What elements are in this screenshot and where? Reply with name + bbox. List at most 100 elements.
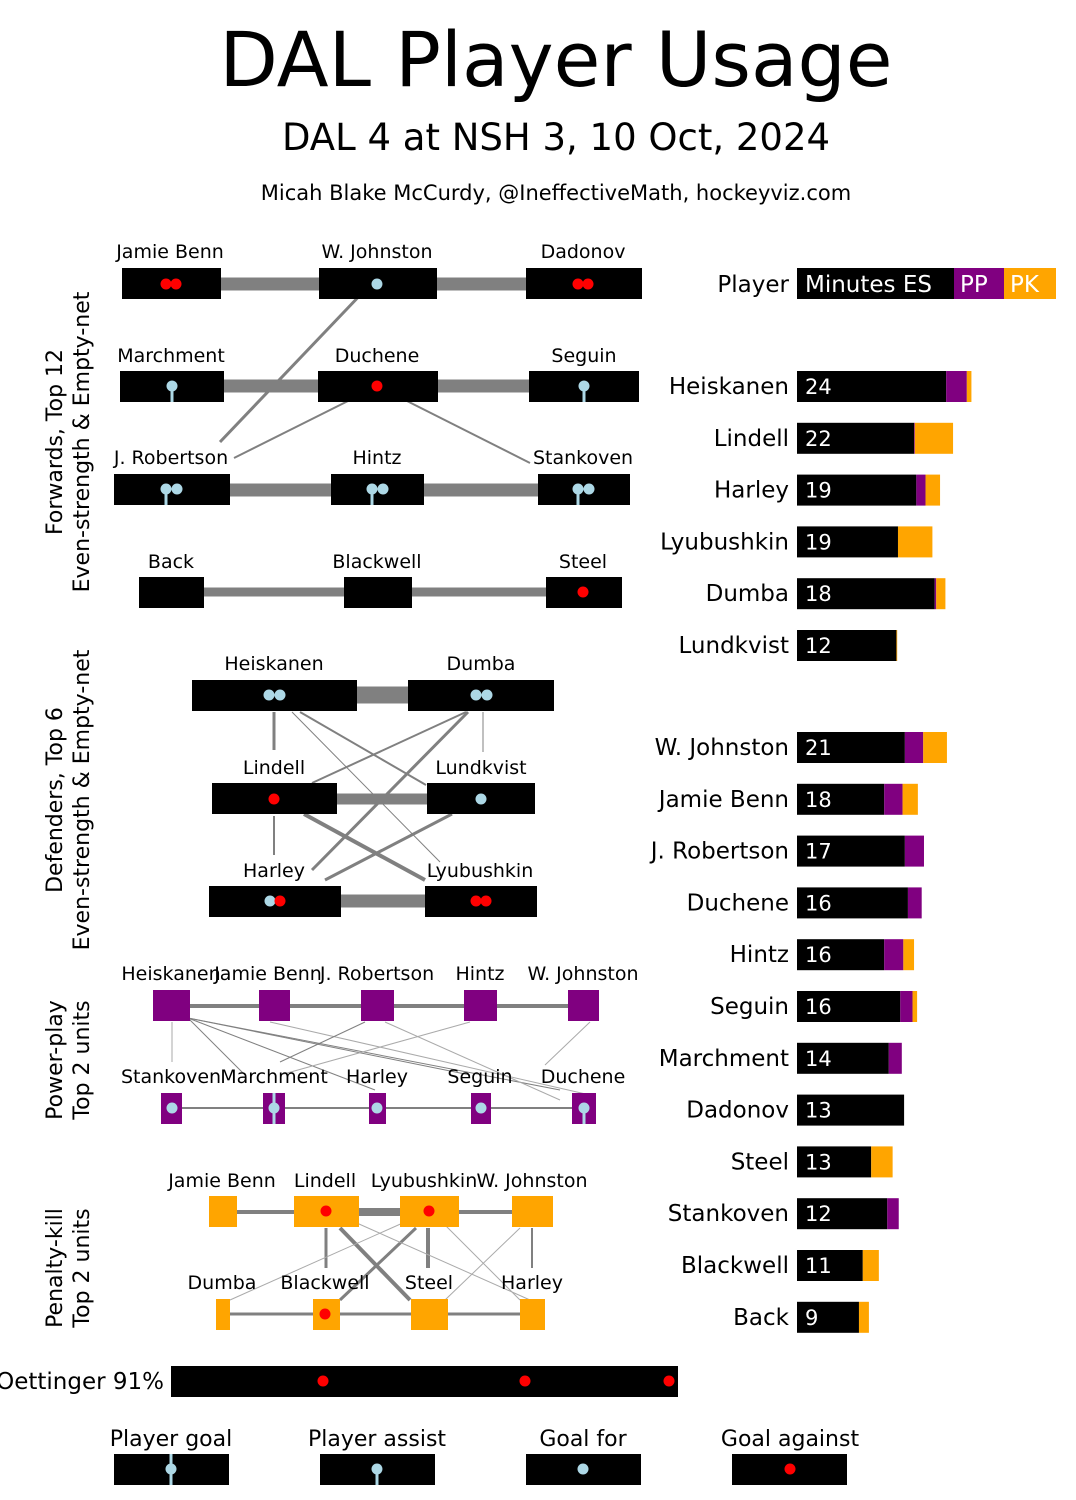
goal-for-dot xyxy=(371,1102,383,1114)
penaltykill-links xyxy=(229,1208,533,1316)
bar-segment-pk xyxy=(936,578,946,610)
section-label-powerplay: Power-play Top 2 units xyxy=(43,1000,95,1120)
pk-label: Harley xyxy=(501,1272,563,1294)
bar-player-name: J. Robertson xyxy=(649,839,789,865)
defenders-links xyxy=(272,686,484,908)
goal-for-dot xyxy=(481,689,493,701)
bar-segment-pp xyxy=(888,1042,902,1074)
pp-label: Harley xyxy=(346,1066,408,1088)
goalie-bar xyxy=(171,1366,678,1397)
bar-total-minutes: 18 xyxy=(805,788,832,812)
bar-segment-pp xyxy=(900,991,913,1022)
pk-label: Lindell xyxy=(294,1170,356,1192)
goal-against-dot xyxy=(582,278,594,290)
marker-legend: Player goal Player assist Goal for Goal … xyxy=(110,1427,860,1485)
goal-for-dot xyxy=(577,1463,589,1475)
bar-total-minutes: 19 xyxy=(805,479,832,503)
bar-segment-es xyxy=(797,630,897,661)
goal-against-dot xyxy=(160,278,172,290)
fwd-label-marchment: Marchment xyxy=(117,345,225,367)
fwd-label-dadonov: Dadonov xyxy=(541,241,626,263)
bar-segment-es xyxy=(797,1042,889,1074)
bar-legend-pk-swatch xyxy=(1004,268,1056,299)
bar-segment-pp xyxy=(946,371,967,402)
goal-for-dot xyxy=(171,483,183,495)
bar-legend-es-swatch xyxy=(797,268,954,299)
bar-segment-pp xyxy=(904,732,924,763)
bar-segment-pp xyxy=(914,422,915,454)
powerplay-nodes: Heiskanen Jamie Benn J. Robertson Hintz … xyxy=(121,963,639,1124)
player-goal-marker xyxy=(578,380,590,392)
defenders-nodes: Heiskanen Dumba Lindell Lundkvist Harley… xyxy=(192,653,554,917)
bar-total-minutes: 19 xyxy=(805,530,832,554)
pp-label: Duchene xyxy=(541,1066,626,1088)
fwd-label-blackwell: Blackwell xyxy=(332,551,421,573)
bar-segment-pk xyxy=(897,526,933,558)
pk-label: Dumba xyxy=(188,1272,257,1294)
bar-total-minutes: 17 xyxy=(805,840,832,864)
bar-total-minutes: 12 xyxy=(805,1202,832,1226)
bar-segment-es xyxy=(797,783,885,815)
goal-for-dot xyxy=(263,689,275,701)
powerplay-links xyxy=(171,1004,596,1109)
bar-segment-es xyxy=(797,1301,859,1333)
bar-total-minutes: 24 xyxy=(805,375,832,399)
def-label-harley: Harley xyxy=(243,860,305,882)
bar-segment-es xyxy=(797,371,947,402)
bar-segment-pk xyxy=(896,630,898,661)
goal-against-dot xyxy=(170,278,182,290)
bar-segment-es xyxy=(797,578,935,610)
goal-against-dot xyxy=(519,1375,531,1387)
section-forwards-line2: Even-strength & Empty-net xyxy=(70,291,95,592)
bar-segment-es xyxy=(797,422,915,454)
goal-against-dot xyxy=(663,1375,675,1387)
fwd-label-back: Back xyxy=(148,551,194,573)
pk-node xyxy=(520,1299,545,1330)
bar-segment-pk xyxy=(862,1250,879,1281)
pk-node xyxy=(411,1299,448,1330)
goal-against-dot xyxy=(317,1375,329,1387)
bar-total-minutes: 13 xyxy=(805,1150,832,1174)
goal-for-dot xyxy=(470,689,482,701)
goalie-row: Oettinger 91% xyxy=(0,1366,678,1397)
legend-goal-against-label: Goal against xyxy=(721,1427,860,1452)
player-goal-marker xyxy=(572,483,584,495)
bar-player-name: Lindell xyxy=(714,426,789,452)
bar-legend-es: Minutes ES xyxy=(805,272,932,298)
bar-player-name: Lyubushkin xyxy=(660,529,789,555)
bar-player-name: Harley xyxy=(714,478,789,504)
bar-total-minutes: 18 xyxy=(805,582,832,606)
bar-segment-pk xyxy=(914,422,954,454)
def-label-lindell: Lindell xyxy=(243,757,305,779)
pp-label: Jamie Benn xyxy=(213,963,322,985)
pp-node xyxy=(259,990,290,1021)
goal-for-dot xyxy=(166,1102,178,1114)
goal-for-dot xyxy=(583,483,595,495)
player-goal-marker xyxy=(165,1463,177,1475)
pk-label: W. Johnston xyxy=(476,1170,587,1192)
pp-node xyxy=(361,990,394,1021)
bar-segment-pk xyxy=(912,991,918,1022)
pp-label: Heiskanen xyxy=(121,963,220,985)
bar-player-name: Dumba xyxy=(706,581,789,607)
bar-player-name: Blackwell xyxy=(681,1253,789,1279)
goal-against-dot xyxy=(480,895,492,907)
fwd-label-robertson: J. Robertson xyxy=(113,447,228,469)
bar-segment-pp xyxy=(904,835,924,867)
section-defenders-line2: Even-strength & Empty-net xyxy=(70,649,95,950)
bar-legend-pp-swatch xyxy=(954,268,1004,299)
pk-node xyxy=(209,1196,237,1227)
bar-segment-es xyxy=(797,526,898,558)
goal-for-dot xyxy=(475,793,487,805)
section-powerplay-line2: Top 2 units xyxy=(70,1000,95,1120)
bar-legend-pp: PP xyxy=(960,272,988,298)
bar-player-name: Steel xyxy=(731,1149,789,1175)
bar-total-minutes: 13 xyxy=(805,1099,832,1123)
section-powerplay-line1: Power-play xyxy=(43,1000,68,1120)
fwd-label-seguin: Seguin xyxy=(551,345,616,367)
forwards-nodes: Jamie Benn W. Johnston Dadonov Marchment… xyxy=(113,241,642,608)
bar-player-name: Hintz xyxy=(730,942,789,968)
bar-player-name: Stankoven xyxy=(668,1201,789,1227)
page-title: DAL Player Usage xyxy=(219,15,892,104)
